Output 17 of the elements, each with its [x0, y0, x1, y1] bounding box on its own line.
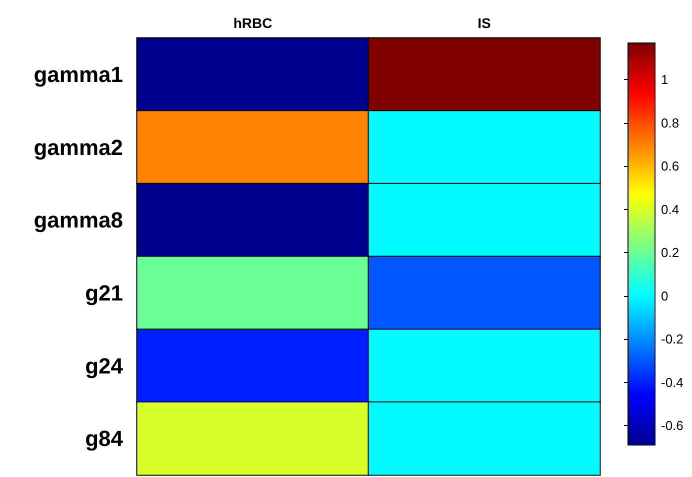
- y-tick-label: g84: [85, 426, 124, 452]
- color-bar-label: 0.6: [661, 158, 680, 174]
- y-tick-label: gamma2: [34, 134, 123, 160]
- y-tick-label: g24: [85, 353, 124, 378]
- color-bar-label: 0.4: [661, 202, 680, 217]
- color-bar-label: -0.6: [661, 418, 684, 434]
- color-bar-label: -0.4: [661, 374, 684, 390]
- color-bar-label: 0.2: [661, 245, 680, 260]
- color-bar-label: -0.2: [661, 332, 684, 347]
- y-tick-label: g21: [85, 280, 123, 306]
- color-bar-label: 0: [661, 288, 668, 304]
- y-tick-label: gamma8: [34, 208, 123, 233]
- x-tick-label: hRBC: [233, 15, 272, 31]
- color-bar-label: 0.8: [661, 115, 680, 130]
- color-bar-label: 1: [661, 72, 668, 88]
- y-tick-label: gamma1: [34, 62, 123, 87]
- x-tick-label: IS: [478, 15, 491, 31]
